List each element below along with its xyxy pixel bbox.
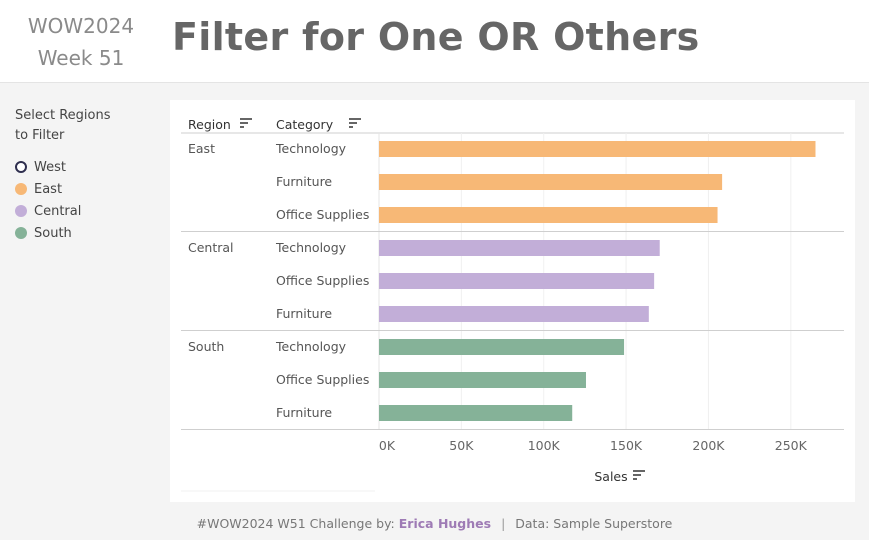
- x-axis-label: Sales: [594, 469, 627, 484]
- sort-bar: [633, 470, 645, 472]
- legend-label: West: [34, 159, 66, 175]
- sort-bar: [240, 118, 252, 120]
- legend-item-central[interactable]: Central: [15, 200, 155, 222]
- region-label: East: [188, 141, 215, 156]
- sort-bar: [240, 122, 248, 124]
- category-label: Furniture: [276, 174, 332, 189]
- category-label: Furniture: [276, 306, 332, 321]
- x-tick-label: 250K: [775, 438, 808, 453]
- category-label: Technology: [275, 240, 347, 255]
- category-label: Furniture: [276, 405, 332, 420]
- sort-bar: [633, 474, 641, 476]
- bar-east-office-supplies[interactable]: [379, 207, 718, 223]
- column-header-region: Region: [188, 117, 231, 132]
- bar-south-office-supplies[interactable]: [379, 372, 586, 388]
- bar-east-technology[interactable]: [379, 141, 816, 157]
- sales-sort-icon[interactable]: [633, 470, 645, 480]
- x-tick-label: 0K: [379, 438, 396, 453]
- chart-panel: Region Category East Technology Furniture Off…: [170, 100, 855, 502]
- footer-author[interactable]: Erica Hughes: [398, 516, 492, 531]
- legend-swatch: [15, 205, 27, 217]
- footer-separator: |: [501, 516, 506, 531]
- x-tick-label: 50K: [449, 438, 474, 453]
- category-label: Office Supplies: [276, 372, 369, 387]
- footer-prefix: #WOW2024 W51 Challenge by:: [196, 516, 395, 531]
- sort-bar: [349, 126, 353, 128]
- sort-bar: [349, 122, 357, 124]
- wow-label: WOW2024 Week 51: [20, 10, 142, 74]
- category-label: Technology: [275, 141, 347, 156]
- legend-swatch: [15, 161, 27, 173]
- category-label: Office Supplies: [276, 207, 369, 222]
- legend-label: South: [34, 225, 72, 241]
- legend-items: West East Central South: [15, 156, 155, 244]
- legend-label: East: [34, 181, 63, 197]
- region-label: Central: [188, 240, 234, 255]
- bar-central-office-supplies[interactable]: [379, 273, 655, 289]
- wow-week: Week 51: [37, 46, 125, 70]
- header: WOW2024 Week 51 Filter for One OR Others: [0, 0, 869, 83]
- bar-east-furniture[interactable]: [379, 174, 723, 190]
- region-label: South: [188, 339, 224, 354]
- sort-bar: [633, 478, 637, 480]
- column-header-category: Category: [276, 117, 334, 132]
- sort-bar: [240, 126, 244, 128]
- legend-title: Select Regions to Filter: [15, 108, 111, 143]
- legend-item-west[interactable]: West: [15, 156, 155, 178]
- legend-label: Central: [34, 203, 82, 219]
- legend-swatch: [15, 227, 27, 239]
- x-tick-label: 150K: [610, 438, 643, 453]
- bar-south-furniture[interactable]: [379, 405, 573, 421]
- category-sort-icon[interactable]: [349, 118, 361, 128]
- bar-central-furniture[interactable]: [379, 306, 649, 322]
- sort-bar: [349, 118, 361, 120]
- legend-item-east[interactable]: East: [15, 178, 155, 200]
- region-filter-legend: Select Regions to Filter West East Central…: [15, 106, 155, 244]
- category-label: Technology: [275, 339, 347, 354]
- footer-data-source: Data: Sample Superstore: [515, 516, 673, 531]
- bar-south-technology[interactable]: [379, 339, 625, 355]
- category-label: Office Supplies: [276, 273, 369, 288]
- x-tick-label: 100K: [528, 438, 561, 453]
- footer: #WOW2024 W51 Challenge by: Erica Hughes …: [0, 516, 869, 531]
- region-sort-icon[interactable]: [240, 118, 252, 128]
- sales-bar-chart: Region Category East Technology Furniture Off…: [181, 117, 844, 492]
- wow-year: WOW2024: [27, 14, 135, 38]
- x-tick-label: 200K: [692, 438, 725, 453]
- legend-swatch: [15, 183, 27, 195]
- bar-central-technology[interactable]: [379, 240, 660, 256]
- legend-item-south[interactable]: South: [15, 222, 155, 244]
- page-title: Filter for One OR Others: [172, 15, 700, 59]
